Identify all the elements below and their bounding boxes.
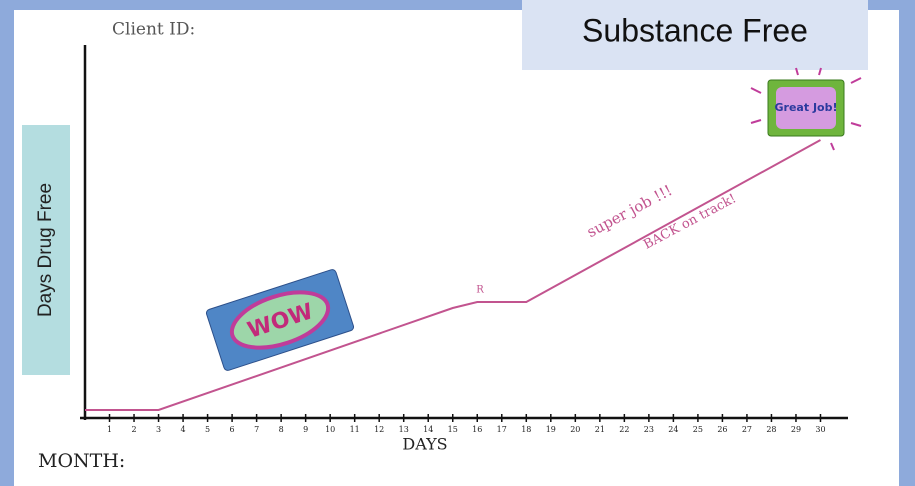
x-tick-label: 12 [374, 425, 384, 434]
x-tick-label: 15 [448, 425, 458, 434]
x-tick-label: 24 [668, 425, 678, 434]
x-tick-label: 9 [303, 425, 308, 434]
x-tick-label: 27 [742, 425, 752, 434]
y-axis-label: Days Drug Free [35, 183, 56, 317]
x-tick-label: 20 [570, 425, 580, 434]
x-tick-label: 22 [619, 425, 629, 434]
x-tick-label: 10 [325, 425, 335, 434]
x-tick-label: 5 [205, 425, 210, 434]
client-label: Client ID: [112, 20, 195, 40]
annotation: Great Job! [775, 101, 838, 114]
x-tick-label: 18 [521, 425, 531, 434]
x-tick-label: 8 [279, 425, 284, 434]
paper [14, 10, 899, 486]
x-tick-label: 28 [766, 425, 776, 434]
x-tick-label: 19 [546, 425, 556, 434]
month-label: MONTH: [38, 450, 125, 472]
annotation: R [476, 285, 484, 296]
x-tick-label: 4 [181, 425, 186, 434]
x-tick-label: 7 [254, 425, 259, 434]
x-tick-label: 1 [107, 425, 112, 434]
x-tick-label: 17 [497, 425, 507, 434]
x-tick-label: 25 [693, 425, 703, 434]
x-axis-label: DAYS [402, 435, 447, 454]
x-tick-label: 23 [644, 425, 654, 434]
slide: Client ID: Substance Free Days Drug Free… [0, 0, 915, 486]
x-tick-label: 3 [156, 425, 161, 434]
x-tick-label: 29 [791, 425, 801, 434]
chart-title: Substance Free [582, 12, 808, 48]
x-tick-label: 30 [815, 425, 825, 434]
x-tick-label: 2 [131, 425, 136, 434]
x-tick-label: 16 [472, 425, 482, 434]
x-tick-label: 21 [595, 425, 605, 434]
x-tick-label: 26 [717, 425, 727, 434]
x-tick-label: 14 [423, 425, 433, 434]
x-tick-label: 11 [350, 425, 360, 434]
x-tick-label: 6 [230, 425, 235, 434]
x-tick-label: 13 [399, 425, 409, 434]
